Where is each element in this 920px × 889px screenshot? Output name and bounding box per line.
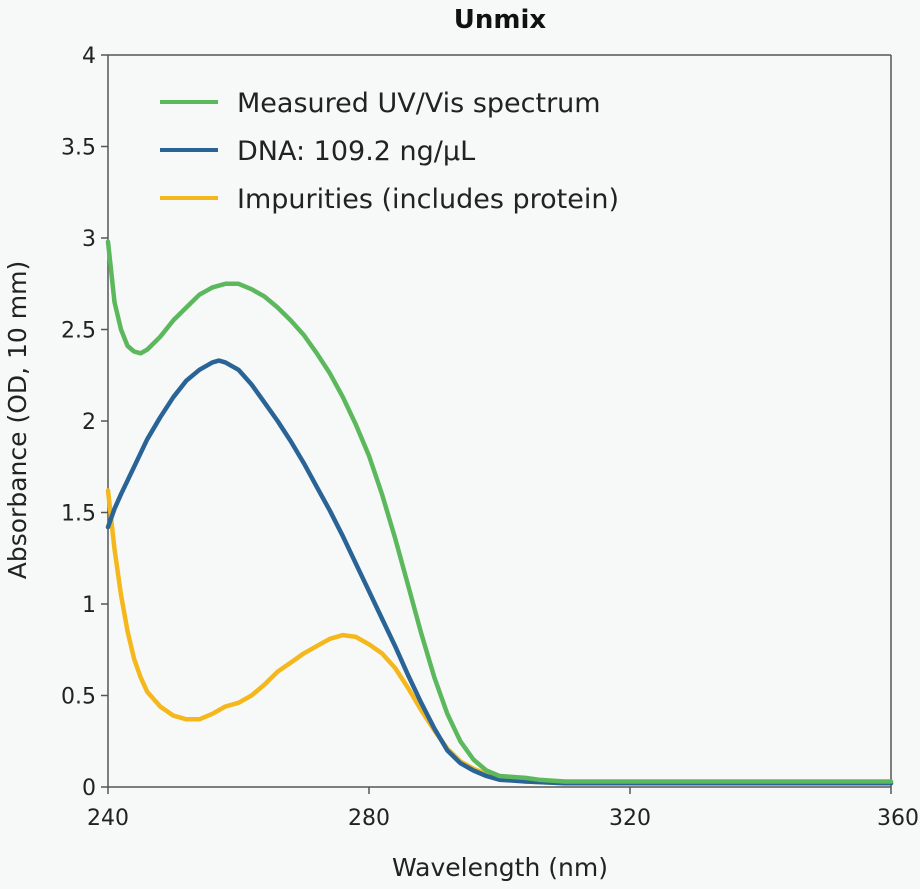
y-tick-label: 1.5 [61,502,96,527]
series-lines [105,239,894,786]
y-tick-label: 3.5 [61,136,96,161]
x-tick-label: 280 [348,806,390,831]
series-line [105,239,894,784]
x-tick-label: 320 [609,806,651,831]
legend-entry: DNA: 109.2 ng/µL [237,136,475,167]
series-line [105,358,894,786]
legend: Measured UV/Vis spectrum DNA: 109.2 ng/µL… [160,88,619,215]
y-tick-label: 4 [82,44,96,69]
y-axis-ticks: 0 0.5 1 1.5 2 2.5 3 3.5 4 [61,44,108,801]
legend-entry: Impurities (includes protein) [237,184,619,215]
y-tick-label: 0.5 [61,685,96,710]
x-axis-ticks: 240 280 320 360 [87,787,919,831]
y-tick-label: 1 [82,593,96,618]
legend-entry: Measured UV/Vis spectrum [237,88,601,119]
y-tick-label: 0 [82,776,96,801]
chart-title: Unmix [454,5,547,35]
y-tick-label: 2 [82,410,96,435]
x-tick-label: 240 [87,806,129,831]
x-axis-label: Wavelength (nm) [392,853,608,882]
y-tick-label: 3 [82,227,96,252]
y-axis-label: Absorbance (OD, 10 mm) [3,261,32,579]
y-tick-label: 2.5 [61,319,96,344]
x-tick-label: 360 [877,806,919,831]
series-line [105,488,894,786]
